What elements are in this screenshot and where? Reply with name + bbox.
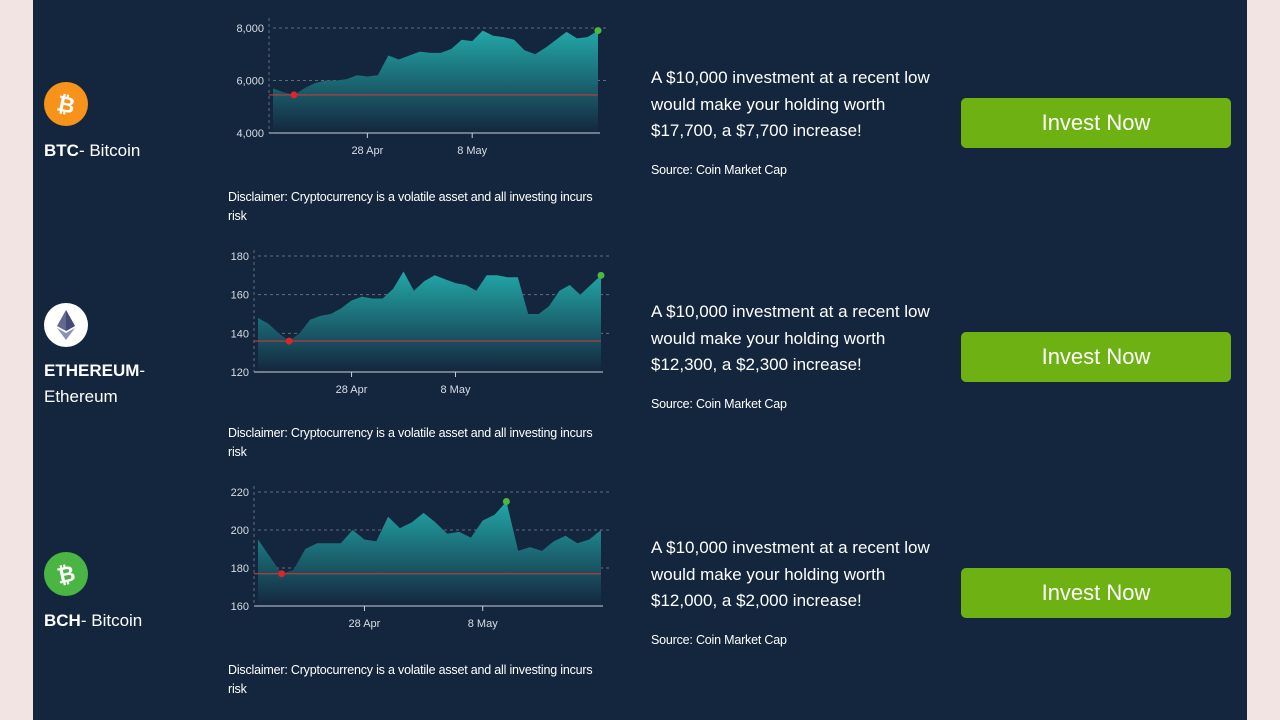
y-tick-label: 220 <box>231 487 249 499</box>
price-chart-eth: 120 140 160 180 28 Apr 8 May <box>223 248 613 423</box>
coin-symbol: BTC <box>44 141 79 160</box>
coin-full-name: - Bitcoin <box>80 611 143 630</box>
low-point-marker <box>290 91 298 99</box>
investment-summary: A $10,000 investment at a recent low wou… <box>651 68 930 140</box>
investment-summary: A $10,000 investment at a recent low wou… <box>651 302 930 374</box>
coin-name-eth: ETHEREUM- Ethereum <box>44 358 184 410</box>
y-tick-label: 160 <box>231 601 249 613</box>
price-chart-bch: 160 180 200 220 28 Apr 8 May <box>223 484 613 659</box>
price-area-series <box>258 271 601 372</box>
chart-svg-btc: 4,000 6,000 8,000 28 Apr 8 May <box>236 18 606 157</box>
source-label: Source: Coin Market Cap <box>651 163 787 177</box>
ethereum-icon <box>44 303 88 347</box>
y-tick-label: 6,000 <box>236 75 264 87</box>
x-tick-label: 8 May <box>468 618 498 630</box>
x-tick-label: 28 Apr <box>336 384 368 396</box>
y-tick-label: 140 <box>231 328 249 340</box>
disclaimer-text: Disclaimer: Cryptocurrency is a volatile… <box>228 426 593 459</box>
y-tick-label: 120 <box>231 367 249 379</box>
price-area-series <box>258 501 601 606</box>
source-label: Source: Coin Market Cap <box>651 633 787 647</box>
coin-name-btc: BTC- Bitcoin <box>44 138 184 164</box>
y-tick-label: 180 <box>231 563 249 575</box>
coin-symbol: BCH <box>44 611 81 630</box>
low-point-marker <box>278 570 286 578</box>
y-tick-label: 8,000 <box>236 23 264 35</box>
svg-text:₿: ₿ <box>55 560 78 588</box>
chart-svg-bch: 160 180 200 220 28 Apr 8 May <box>231 486 609 630</box>
x-tick-label: 8 May <box>441 384 471 396</box>
disclaimer-text: Disclaimer: Cryptocurrency is a volatile… <box>228 663 593 696</box>
x-tick-label: 8 May <box>457 145 487 157</box>
bitcoin-icon: ₿ <box>44 82 88 126</box>
invest-now-button[interactable]: Invest Now <box>961 98 1231 148</box>
high-point-marker <box>597 271 605 279</box>
coin-full-name: - Ethereum <box>44 361 146 406</box>
y-tick-label: 200 <box>231 525 249 537</box>
svg-text:₿: ₿ <box>55 90 78 118</box>
price-chart-btc: 4,000 6,000 8,000 28 Apr 8 May <box>223 8 613 183</box>
low-point-marker <box>285 337 293 345</box>
invest-now-button[interactable]: Invest Now <box>961 332 1231 382</box>
y-tick-label: 4,000 <box>236 128 264 140</box>
x-tick-label: 28 Apr <box>349 618 381 630</box>
bitcoin-cash-icon: ₿ <box>44 552 88 596</box>
disclaimer-text: Disclaimer: Cryptocurrency is a volatile… <box>228 190 593 223</box>
coin-full-name: - Bitcoin <box>78 141 141 160</box>
crypto-row-btc: ₿ BTC- Bitcoin 4,000 6,000 8,000 28 Apr 8 Ma… <box>33 0 1247 235</box>
crypto-row-eth: ETHEREUM- Ethereum 120 140 160 180 28 Apr 8 M… <box>33 236 1247 471</box>
coin-symbol: ETHEREUM <box>44 361 140 380</box>
crypto-row-bch: ₿ BCH- Bitcoin 160 180 200 220 28 Apr 8 May D… <box>33 472 1247 707</box>
high-point-marker <box>502 498 510 505</box>
investment-summary: A $10,000 investment at a recent low wou… <box>651 538 930 610</box>
source-label: Source: Coin Market Cap <box>651 397 787 411</box>
crypto-offers-panel: ₿ BTC- Bitcoin 4,000 6,000 8,000 28 Apr 8 Ma… <box>33 0 1247 720</box>
y-tick-label: 160 <box>231 290 249 302</box>
chart-svg-eth: 120 140 160 180 28 Apr 8 May <box>231 250 609 396</box>
high-point-marker <box>594 27 602 35</box>
x-tick-label: 28 Apr <box>351 145 383 157</box>
coin-name-bch: BCH- Bitcoin <box>44 608 184 634</box>
invest-now-button[interactable]: Invest Now <box>961 568 1231 618</box>
y-tick-label: 180 <box>231 251 249 263</box>
price-area-series <box>273 30 598 134</box>
